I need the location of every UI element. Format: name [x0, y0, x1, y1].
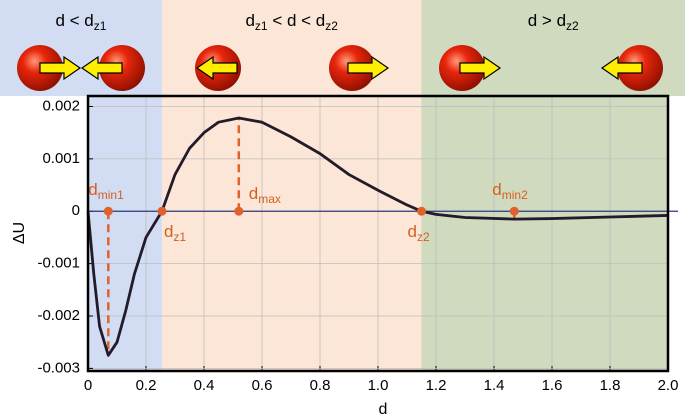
subscript: z2: [566, 19, 579, 33]
label: dz1 < d < dz2: [245, 11, 338, 33]
x-tick-label: 1.0: [368, 377, 389, 394]
annotation-point: [234, 206, 244, 216]
subscript: max: [258, 192, 281, 206]
label-part: d < d: [55, 11, 93, 30]
x-axis-label: d: [379, 401, 388, 418]
x-tick-label: 0.8: [310, 377, 331, 394]
label-part: d: [245, 11, 254, 30]
background: d < dz1 dz1 < d < dz2 d > dz2: [0, 0, 685, 371]
x-tick-label: 2.0: [658, 377, 679, 394]
label: dz1: [164, 223, 186, 245]
label: dz2: [408, 223, 430, 245]
plot-frame: [86, 94, 670, 373]
label-part: d > d: [528, 11, 566, 30]
label-part: d: [164, 223, 173, 242]
y-tick-label: 0: [72, 202, 80, 219]
subscript: z1: [255, 19, 268, 33]
subscript: z2: [417, 230, 430, 244]
x-tick-label: 1.6: [542, 377, 563, 394]
y-axis-label: ΔU: [11, 222, 28, 244]
curve: [86, 116, 669, 357]
x-tick-label: 0: [84, 377, 92, 394]
label-part: d: [492, 181, 501, 200]
label: dmin1: [88, 181, 124, 203]
annotation-point: [103, 206, 113, 216]
x-tick-label: 0.4: [194, 377, 215, 394]
label: dmax: [249, 185, 281, 207]
subscript: min1: [98, 188, 124, 202]
annotation-point: [417, 206, 426, 216]
y-tick-label: -0.003: [37, 359, 80, 376]
y-tick-label: 0.002: [42, 97, 80, 114]
header-icons: [17, 45, 663, 91]
y-tick-label: 0.001: [42, 150, 80, 167]
subscript: z2: [325, 19, 338, 33]
region: [421, 96, 668, 371]
x-tick-label: 1.2: [426, 377, 447, 394]
x-tick-label: 0.6: [252, 377, 273, 394]
region: [88, 96, 162, 371]
label-part: d: [408, 223, 417, 242]
x-tick-label: 1.4: [484, 377, 505, 394]
label-part: < d < d: [268, 11, 326, 30]
label-part: d: [249, 185, 258, 204]
x-tick-label: 1.8: [600, 377, 621, 394]
x-tick-label: 0.2: [136, 377, 157, 394]
subscript: min2: [502, 188, 528, 202]
label-part: d: [88, 181, 97, 200]
annotation-point: [157, 206, 167, 216]
subscript: z1: [173, 230, 186, 244]
label: d > dz2: [528, 11, 579, 33]
subscript: z1: [94, 19, 107, 33]
y-tick-label: -0.001: [37, 255, 80, 272]
y-tick-label: -0.002: [37, 307, 80, 324]
annotation-point: [509, 206, 519, 216]
label: d < dz1: [55, 11, 106, 33]
label: dmin2: [492, 181, 528, 203]
